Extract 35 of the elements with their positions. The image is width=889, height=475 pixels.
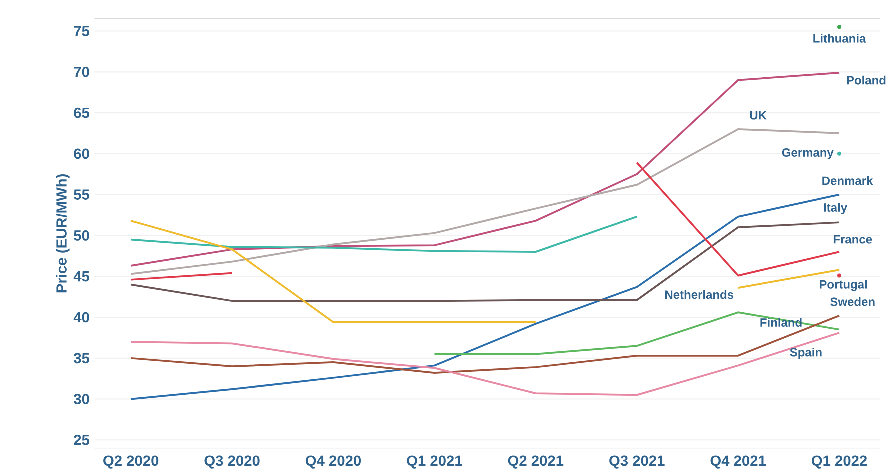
- series-label: France: [834, 235, 872, 244]
- line-series: [130, 216, 638, 253]
- series-label: Spain: [790, 348, 822, 360]
- y-tick-label: 70: [74, 66, 90, 78]
- series-label: Sweden: [830, 297, 875, 306]
- y-tick-label: 75: [74, 26, 90, 36]
- line-series: [130, 332, 840, 396]
- x-tick-label: Q3 2020: [204, 456, 260, 469]
- y-tick-label: 30: [74, 394, 90, 404]
- y-tick-label: 25: [74, 434, 90, 446]
- y-tick-label: 60: [74, 148, 90, 160]
- series-label: Finland: [760, 318, 802, 328]
- x-tick-label: Q1 2022: [812, 456, 868, 469]
- series-label: Portugal: [820, 280, 868, 292]
- series-label: Netherlands: [665, 290, 734, 300]
- series-label: Poland: [847, 76, 886, 85]
- line-series: [130, 314, 840, 374]
- x-tick-label: Q2 2021: [508, 456, 564, 469]
- series-label: Germany: [782, 148, 834, 160]
- x-tick-label: Q1 2021: [407, 456, 462, 469]
- x-tick-label: Q3 2021: [610, 456, 665, 469]
- x-tick-label: Q2 2020: [104, 456, 159, 469]
- y-tick-label: 35: [74, 353, 90, 364]
- series-label: UK: [750, 111, 767, 120]
- series-label: Denmark: [822, 176, 874, 186]
- y-tick-label: 65: [74, 108, 90, 118]
- series-label: Italy: [824, 203, 848, 214]
- x-tick-label: Q4 2020: [306, 456, 362, 469]
- series-label: Lithuania: [814, 34, 866, 43]
- y-tick-label: 40: [74, 312, 90, 323]
- x-tick-label: Q4 2021: [710, 456, 766, 469]
- y-tick-label: 50: [74, 230, 90, 241]
- y-axis-title: Price (EUR/MWh): [56, 174, 70, 293]
- y-tick-label: 55: [74, 190, 90, 200]
- y-tick-label: 45: [74, 271, 90, 282]
